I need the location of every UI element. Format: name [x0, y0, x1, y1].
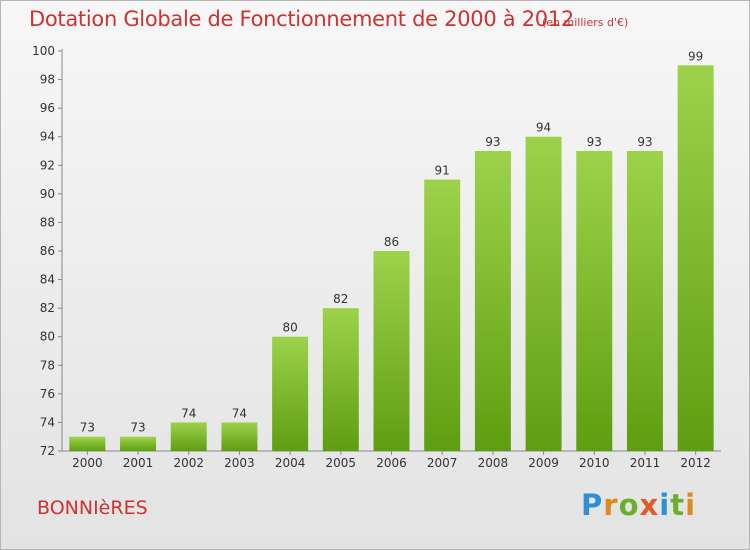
bar-value-label: 82: [333, 292, 348, 306]
bar: [120, 436, 157, 451]
y-tick-label: 96: [40, 101, 55, 115]
commune-name: BONNIèRES: [37, 497, 148, 519]
x-tick-label: 2011: [630, 456, 661, 470]
x-tick-label: 2012: [680, 456, 711, 470]
y-tick-label: 88: [40, 215, 55, 229]
y-tick-label: 92: [40, 158, 55, 172]
bar: [69, 436, 106, 451]
y-tick-label: 86: [40, 244, 55, 258]
bar: [373, 251, 410, 451]
bar-value-label: 73: [130, 421, 145, 435]
bar: [677, 65, 714, 452]
y-tick-label: 82: [40, 301, 55, 315]
bar-value-label: 80: [282, 321, 297, 335]
x-tick-label: 2009: [528, 456, 559, 470]
bar-value-label: 93: [485, 135, 500, 149]
x-tick-label: 2001: [123, 456, 154, 470]
bar: [322, 308, 359, 451]
x-tick-label: 2007: [427, 456, 458, 470]
y-tick-label: 84: [40, 273, 55, 287]
x-tick-label: 2008: [478, 456, 509, 470]
y-tick-label: 80: [40, 330, 55, 344]
x-tick-label: 2002: [173, 456, 204, 470]
y-tick-label: 78: [40, 358, 55, 372]
bar-value-label: 99: [688, 49, 703, 63]
bar-value-label: 74: [232, 406, 247, 420]
y-tick-label: 74: [40, 415, 55, 429]
bar-value-label: 93: [587, 135, 602, 149]
y-tick-label: 76: [40, 387, 55, 401]
x-tick-label: 2003: [224, 456, 255, 470]
x-tick-label: 2006: [376, 456, 407, 470]
bar: [474, 151, 511, 451]
bar: [424, 179, 461, 452]
bar: [221, 422, 258, 451]
x-tick-label: 2004: [275, 456, 306, 470]
bar: [525, 136, 562, 451]
bar: [272, 336, 309, 451]
bar: [170, 422, 207, 451]
bar: [576, 151, 613, 451]
y-tick-label: 98: [40, 73, 55, 87]
y-tick-label: 90: [40, 187, 55, 201]
y-tick-label: 100: [32, 44, 55, 58]
bar: [626, 151, 663, 451]
y-tick-label: 94: [40, 130, 55, 144]
y-tick-label: 72: [40, 444, 55, 458]
bar-value-label: 94: [536, 121, 551, 135]
bar-value-label: 74: [181, 406, 196, 420]
x-tick-label: 2010: [579, 456, 610, 470]
proxiti-logo: Proxiti: [581, 488, 697, 522]
bar-value-label: 86: [384, 235, 399, 249]
x-tick-label: 2005: [326, 456, 357, 470]
bar-value-label: 91: [435, 164, 450, 178]
bar-value-label: 73: [80, 421, 95, 435]
x-tick-label: 2000: [72, 456, 103, 470]
chart-subtitle: (en milliers d'€): [542, 16, 629, 29]
bar-value-label: 93: [637, 135, 652, 149]
chart-title: Dotation Globale de Fonctionnement de 20…: [29, 7, 574, 31]
